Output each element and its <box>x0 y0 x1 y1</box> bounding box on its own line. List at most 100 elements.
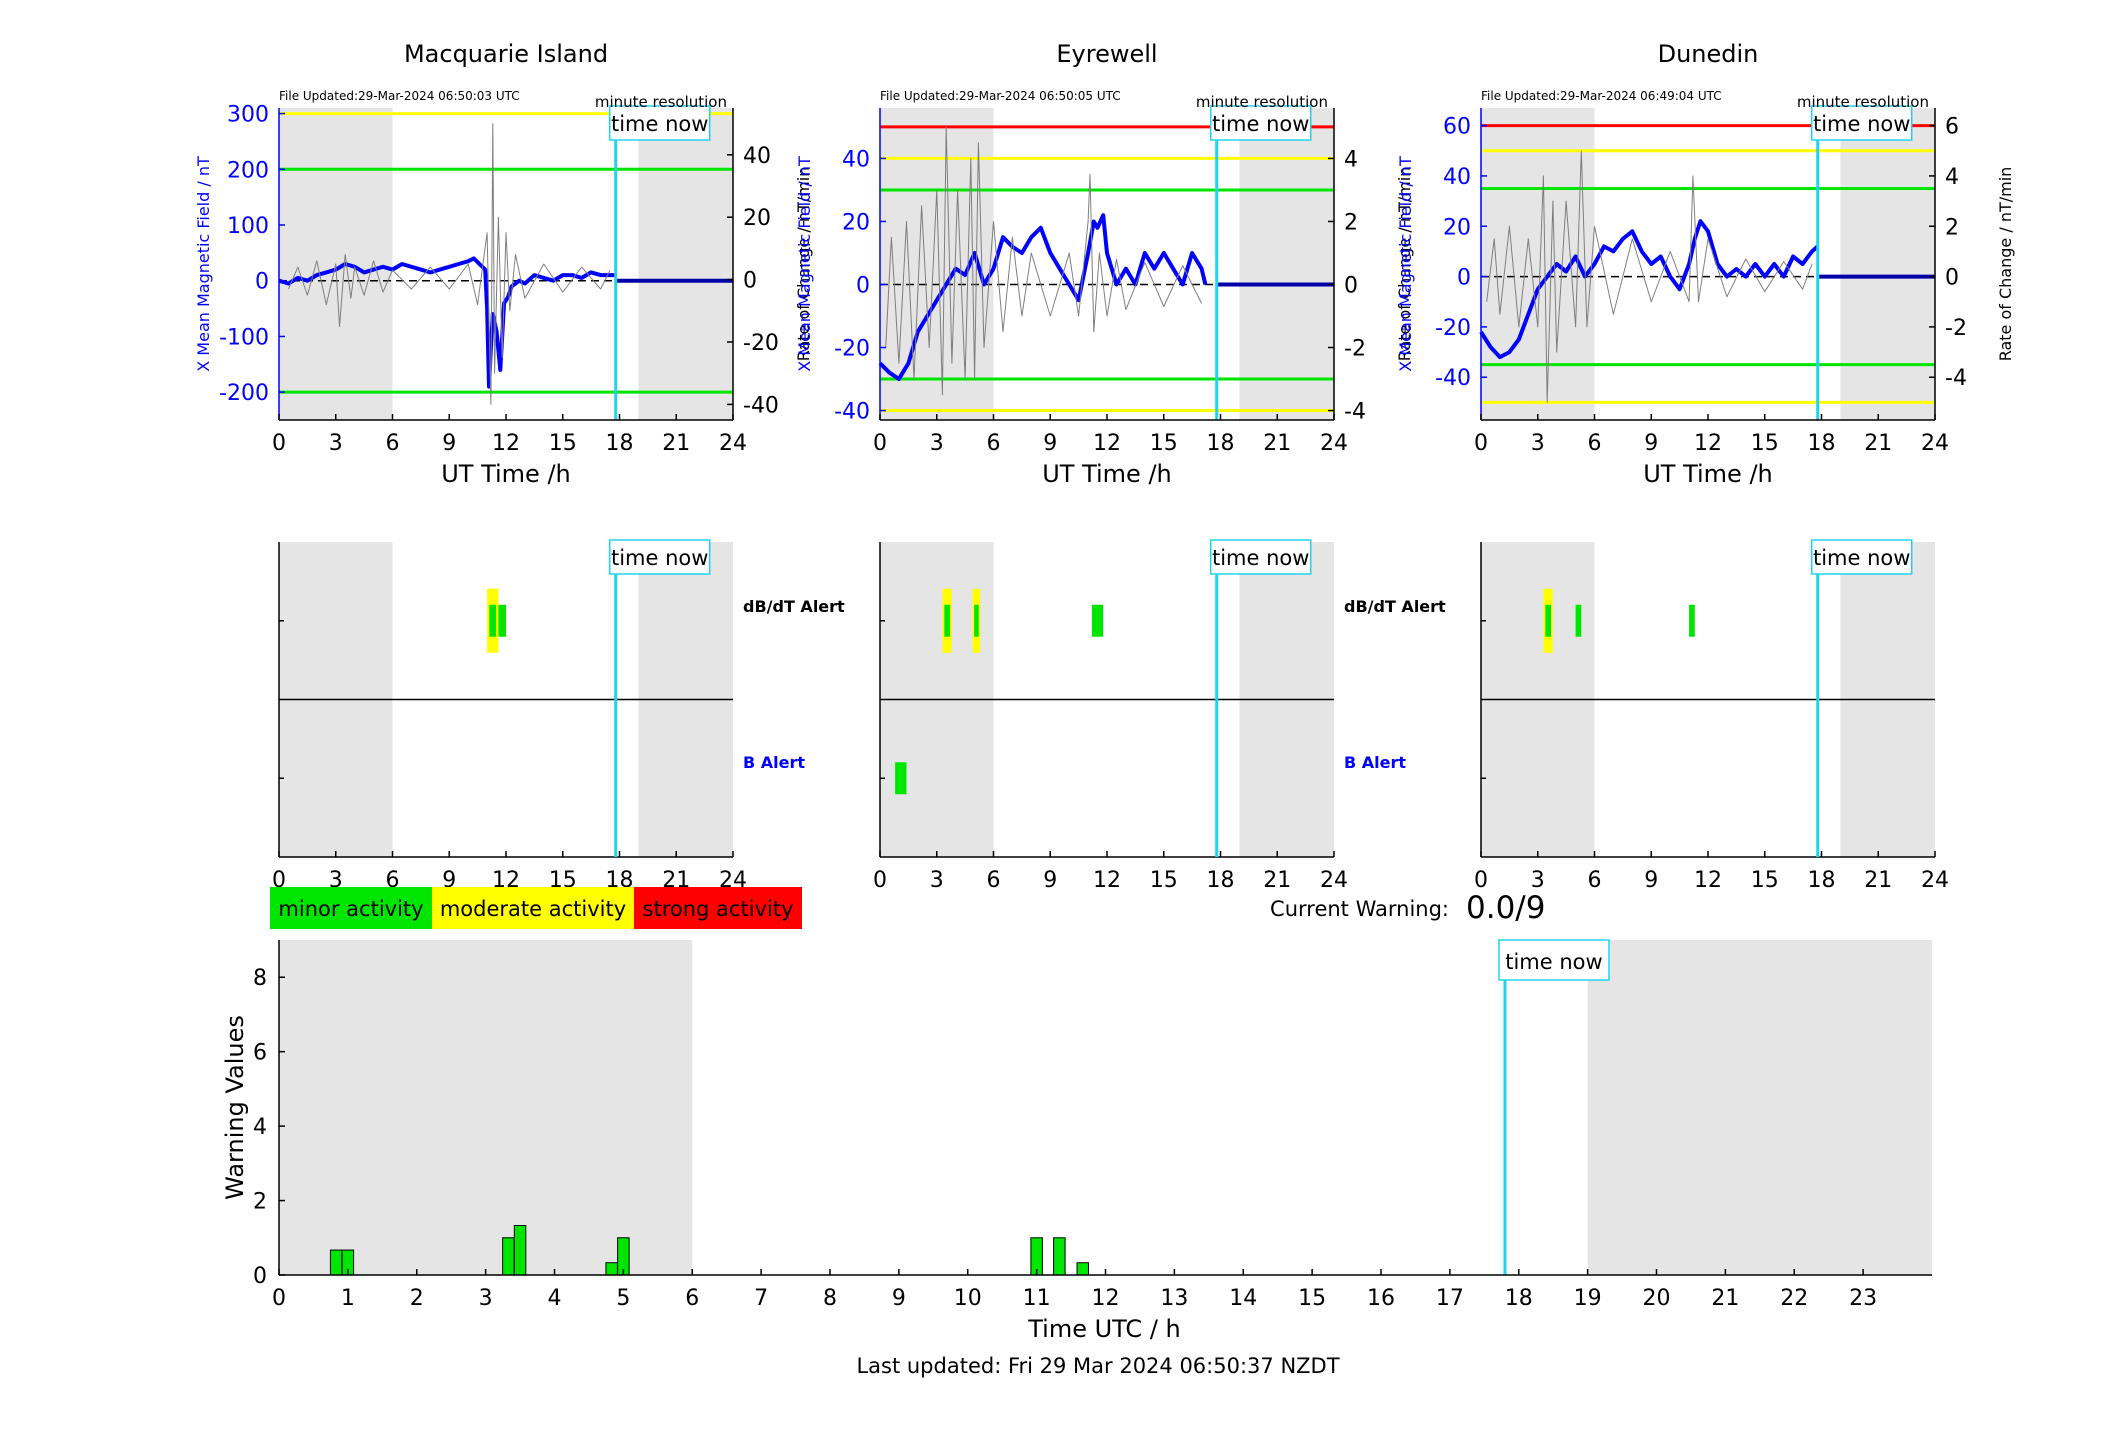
x-tick-label: 3 <box>329 868 343 893</box>
x-tick-label: 9 <box>892 1286 906 1311</box>
x-tick-label: 16 <box>1367 1286 1395 1311</box>
left-tick-label: -40 <box>1435 366 1471 391</box>
x-tick-label: 24 <box>1320 431 1348 456</box>
x-tick-label: 12 <box>1092 1286 1120 1311</box>
series-line <box>288 123 611 405</box>
left-tick-label: -200 <box>219 381 269 406</box>
x-tick-label: 3 <box>1531 431 1545 456</box>
y-axis-label: Warning Values <box>221 1015 249 1200</box>
x-tick-label: 0 <box>1474 431 1488 456</box>
x-tick-label: 6 <box>1588 431 1602 456</box>
x-tick-label: 21 <box>1711 1286 1739 1311</box>
left-axis-title: X Mean Magnetic Field / nT <box>1396 156 1415 372</box>
right-axis-title: Rate of Change / nT/min <box>1395 167 1414 362</box>
station-panel-0: Macquarie Island time now File Updated:29-… <box>194 40 813 488</box>
left-tick-label: -20 <box>834 337 870 362</box>
x-tick-label: 18 <box>1207 431 1235 456</box>
time-now-box <box>1810 105 1913 141</box>
station-title: Eyrewell <box>1056 40 1157 68</box>
x-tick-label: 3 <box>479 1286 493 1311</box>
left-axis-title: X Mean Magnetic Field / nT <box>795 156 814 372</box>
dbdt-alert-label: dB/dT Alert <box>743 597 845 616</box>
warning-bar <box>1076 1262 1090 1276</box>
left-tick-label: 0 <box>255 270 269 295</box>
series-line <box>1486 150 1813 403</box>
x-tick-label: 15 <box>1298 1286 1326 1311</box>
b-alert-label: B Alert <box>1344 753 1406 772</box>
x-tick-label: 21 <box>1263 868 1291 893</box>
left-tick-label: 300 <box>227 103 269 128</box>
x-tick-label: 6 <box>987 868 1001 893</box>
x-tick-label: 18 <box>1808 868 1836 893</box>
right-tick-label: 2 <box>1945 215 1959 240</box>
time-now-label: time now <box>611 546 708 570</box>
x-tick-label: 9 <box>1644 431 1658 456</box>
night-shade <box>279 940 693 1275</box>
x-tick-label: 19 <box>1574 1286 1602 1311</box>
time-now-box <box>608 105 711 141</box>
x-tick-label: 0 <box>272 431 286 456</box>
warning-bar <box>513 1224 527 1276</box>
minute-resolution-text: minute resolution <box>1196 93 1328 111</box>
dbdt-alert-bar-inner <box>974 604 979 637</box>
right-tick-label: 0 <box>743 269 757 294</box>
time-now-box <box>1209 539 1312 575</box>
x-tick-label: 22 <box>1780 1286 1808 1311</box>
x-tick-label: 4 <box>548 1286 562 1311</box>
warning-bar <box>605 1262 618 1276</box>
legend-swatch-moderate <box>432 887 634 929</box>
b-alert-bar <box>895 762 907 795</box>
legend-swatch-minor <box>270 887 432 929</box>
station-panel-2: Dunedin time now File Updated:29-Mar-2024 … <box>1396 40 2015 488</box>
x-tick-label: 11 <box>1023 1286 1051 1311</box>
x-tick-label: 13 <box>1160 1286 1188 1311</box>
x-tick-label: 5 <box>616 1286 630 1311</box>
dbdt-alert-bar <box>1091 604 1104 637</box>
dbdt-alert-label: dB/dT Alert <box>1344 597 1446 616</box>
file-updated-text: File Updated:29-Mar-2024 06:50:03 UTC <box>279 89 520 103</box>
left-tick-label: 200 <box>227 158 269 183</box>
x-axis-label: UT Time /h <box>1042 460 1172 488</box>
right-tick-label: 6 <box>1945 115 1959 140</box>
legend-label-moderate: moderate activity <box>440 897 626 921</box>
x-tick-label: 12 <box>1694 868 1722 893</box>
warning-bar <box>1053 1237 1066 1276</box>
right-tick-label: 40 <box>743 144 771 169</box>
time-now-label: time now <box>1212 112 1309 136</box>
x-tick-label: 6 <box>386 431 400 456</box>
last-updated-text: Last updated: Fri 29 Mar 2024 06:50:37 N… <box>856 1354 1339 1378</box>
x-tick-label: 6 <box>386 868 400 893</box>
right-tick-label: 4 <box>1344 147 1358 172</box>
series-line <box>878 213 1208 381</box>
x-tick-label: 3 <box>1531 868 1545 893</box>
x-tick-label: 15 <box>1751 431 1779 456</box>
x-axis-label: Time UTC / h <box>1027 1315 1181 1343</box>
left-tick-label: 100 <box>227 214 269 239</box>
warning-bar <box>329 1249 343 1276</box>
night-shade <box>1239 108 1334 420</box>
minute-resolution-text: minute resolution <box>595 93 727 111</box>
x-tick-label: 0 <box>272 868 286 893</box>
dbdt-alert-bar <box>498 604 506 637</box>
left-tick-label: -100 <box>219 325 269 350</box>
x-tick-label: 9 <box>442 868 456 893</box>
warning-bar <box>502 1237 515 1276</box>
y-tick-label: 0 <box>253 1264 267 1289</box>
time-now-box <box>1209 105 1312 141</box>
x-tick-label: 12 <box>1694 431 1722 456</box>
x-tick-label: 18 <box>606 431 634 456</box>
x-tick-label: 3 <box>930 431 944 456</box>
minute-resolution-text: minute resolution <box>1797 93 1929 111</box>
station-title: Dunedin <box>1658 40 1759 68</box>
x-tick-label: 18 <box>1207 868 1235 893</box>
right-axis-title: Rate of Change / nT/min <box>1996 167 2015 362</box>
station-title: Macquarie Island <box>404 40 608 68</box>
left-tick-label: 60 <box>1443 115 1471 140</box>
dbdt-alert-bar-inner <box>1545 604 1551 637</box>
x-tick-label: 6 <box>685 1286 699 1311</box>
x-tick-label: 3 <box>930 868 944 893</box>
left-tick-label: 20 <box>1443 215 1471 240</box>
x-tick-label: 0 <box>1474 868 1488 893</box>
left-tick-label: 0 <box>856 273 870 298</box>
